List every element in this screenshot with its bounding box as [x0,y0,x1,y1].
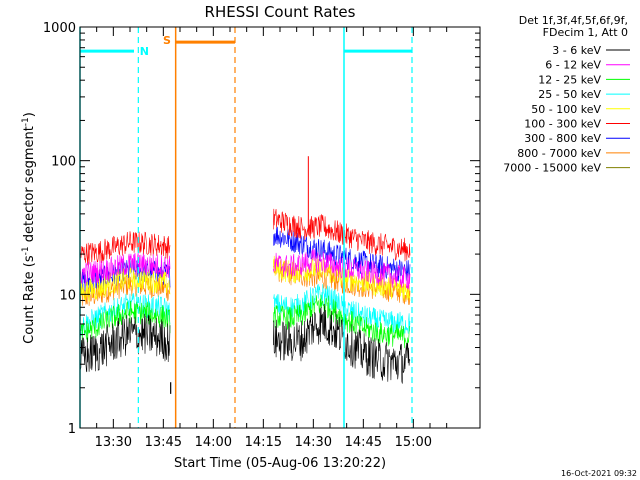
plot-frame [79,26,481,429]
series-line-3-6-kev-seg-1 [79,313,171,373]
y-tick-label: 100 [51,155,76,170]
series-line-100-300-kev-seg-2 [273,208,411,262]
legend-entry-label: 50 - 100 keV [531,103,601,116]
x-tick-label: 13:45 [145,435,182,450]
y-tick-label: 10 [59,288,76,303]
series-line-3-6-kev-seg-2 [273,303,411,384]
legend-entry-label: 7000 - 15000 keV [503,162,601,175]
legend-entry-label: 800 - 7000 keV [517,147,601,160]
interval-label-s: S [163,34,171,47]
legend-header-line: FDecim 1, Att 0 [543,26,628,39]
series-line-800-7000-kev-seg-1 [79,272,171,306]
legend-entry-label: 100 - 300 keV [524,118,601,131]
series-line-50-100-kev-seg-1 [79,266,171,303]
series-line-25-50-kev-seg-2 [273,284,411,335]
interval-label-n: N [140,45,149,58]
legend-entry-label: 6 - 12 keV [545,59,601,72]
y-tick-label: 1000 [43,21,76,36]
x-axis-title: Start Time (05-Aug-06 13:20:22) [174,456,386,471]
legend-entry-label: 12 - 25 keV [538,73,601,86]
legend-entry-label: 300 - 800 keV [524,132,601,145]
x-tick-label: 14:00 [195,435,232,450]
series-line-6-12-kev-seg-2 [273,248,411,289]
series-line-300-800-kev-seg-2 [273,226,411,282]
x-tick-label: 14:15 [245,435,282,450]
y-tick-label: 1 [68,422,76,437]
legend-header-line: Det 1f,3f,4f,5f,6f,9f, [519,14,628,27]
series-line-12-25-kev-seg-1 [79,300,171,345]
legend-entry-label: 3 - 6 keV [552,44,601,57]
x-tick-label: 13:30 [95,435,132,450]
y-axis-title: Count Rate (s-1 detector segment-1) [21,112,37,344]
series-line-100-300-kev-seg-1 [79,231,171,266]
x-tick-label: 15:00 [395,435,432,450]
series-line-12-25-kev-seg-2 [273,294,411,349]
chart-title: RHESSI Count Rates [205,3,356,21]
x-tick-label: 14:45 [345,435,382,450]
legend-entry-label: 25 - 50 keV [538,88,601,101]
x-tick-label: 14:30 [295,435,332,450]
footer-timestamp: 16-Oct-2021 09:32 [561,469,637,478]
series-line-50-100-kev-seg-2 [273,255,411,302]
legend: Det 1f,3f,4f,5f,6f,9f,FDecim 1, Att 0 3 -… [503,14,630,175]
series-line-300-800-kev-seg-1 [79,258,171,294]
series-line-6-12-kev-seg-1 [79,252,171,285]
